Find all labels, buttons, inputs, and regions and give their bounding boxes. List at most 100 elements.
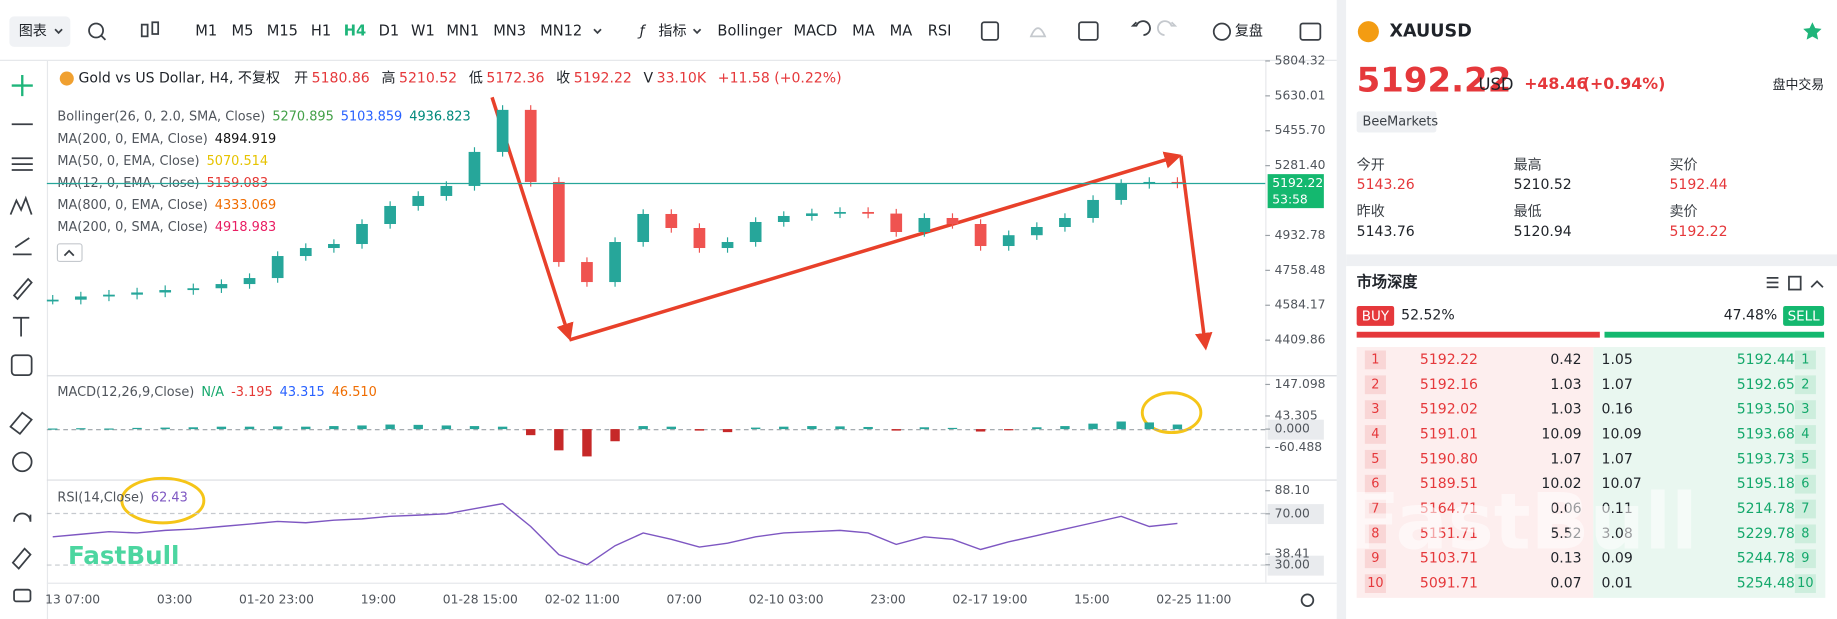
indicator-button[interactable]: RSI — [928, 23, 952, 40]
candle-body — [834, 211, 846, 214]
chart-menu[interactable]: 图表 — [19, 24, 47, 40]
timeframe[interactable]: D1 — [379, 23, 400, 40]
timeframe[interactable]: MN1 — [446, 23, 479, 40]
ask-level-box — [1794, 524, 1816, 544]
fullscreen-icon[interactable] — [1299, 22, 1322, 41]
ohlc-value: 33.10K — [657, 71, 707, 87]
ask-level-box — [1794, 350, 1816, 370]
panel-gap — [1336, 0, 1347, 619]
ask-volume: 10.07 — [1602, 476, 1642, 492]
fx-icon: ƒ — [637, 24, 647, 40]
section-gap — [1346, 254, 1837, 267]
bid-level: 4 — [1371, 427, 1379, 442]
candle-body — [609, 242, 621, 283]
timeframe[interactable]: H1 — [311, 23, 331, 40]
x-tick-label: 07:00 — [666, 593, 701, 607]
ohlc-value: 5192.22 — [574, 71, 632, 87]
macd-bar — [582, 429, 592, 457]
doc-icon[interactable] — [1788, 275, 1802, 291]
symbol-logo — [1357, 21, 1379, 43]
candle-body — [496, 109, 509, 152]
crosshair-tool[interactable] — [11, 75, 33, 97]
macd-bar — [469, 426, 480, 430]
replay-icon[interactable] — [1212, 22, 1232, 41]
last-price: 5192.22 — [1357, 61, 1512, 101]
ask-level-box — [1794, 549, 1816, 569]
indicator-button[interactable]: MA — [852, 23, 875, 40]
ask-price: 5195.18 — [1737, 476, 1795, 492]
bid-price: 5164.71 — [1420, 501, 1478, 517]
timeframe[interactable]: MN3 — [493, 23, 526, 40]
candle-type-icon[interactable] — [140, 21, 160, 38]
magnet-tool[interactable] — [13, 512, 32, 522]
candle-body — [271, 256, 284, 279]
ohlc-value: 5172.36 — [486, 71, 544, 87]
indicator-button[interactable]: Bollinger — [717, 23, 783, 40]
chart-menu-button[interactable] — [9, 16, 71, 47]
timeframe[interactable]: M15 — [267, 23, 298, 40]
watermark: FastBull — [68, 541, 180, 570]
template-icon[interactable] — [980, 21, 1000, 41]
indicators-menu[interactable]: 指标 — [658, 24, 686, 40]
brush-tool[interactable] — [12, 277, 33, 301]
macd-bar — [1088, 423, 1098, 430]
ask-price: 5193.73 — [1737, 451, 1795, 467]
more-timeframes[interactable] — [593, 28, 602, 35]
indicator-button[interactable]: MA — [890, 23, 913, 40]
macd-bar — [244, 426, 255, 430]
y-tick-label: 5804.32 — [1275, 53, 1326, 67]
favorite-star[interactable] — [1803, 22, 1822, 40]
stat-value: 5143.26 — [1357, 177, 1415, 193]
macd-bar — [975, 429, 986, 432]
settings-icon[interactable] — [1300, 593, 1315, 607]
ask-price: 5229.78 — [1737, 526, 1795, 542]
text-tool[interactable] — [12, 316, 30, 337]
candle-body — [1059, 217, 1071, 227]
fib-tool[interactable] — [11, 157, 33, 171]
ohlc-value: 5180.86 — [312, 71, 370, 87]
macd-bar — [357, 425, 367, 430]
x-tick-label: 15:00 — [1074, 593, 1109, 607]
bid-price: 5151.71 — [1420, 526, 1478, 542]
candle-body — [299, 248, 312, 257]
ask-level: 6 — [1801, 477, 1809, 492]
timeframe[interactable]: W1 — [411, 23, 435, 40]
last-price-tag-label: 5192.22 — [1272, 176, 1323, 190]
bid-volume: 10.02 — [1541, 476, 1581, 492]
collapse-depth[interactable] — [1810, 280, 1824, 288]
ask-price: 5192.65 — [1737, 377, 1795, 393]
calendar-icon[interactable] — [1078, 21, 1099, 41]
zoom-tool[interactable] — [12, 451, 33, 473]
search-icon[interactable] — [88, 22, 104, 39]
ruler-tool[interactable] — [9, 411, 33, 435]
redo-icon — [1157, 20, 1178, 37]
pattern-tool[interactable] — [9, 195, 33, 215]
drawing-tools — [9, 75, 33, 603]
timeframe[interactable]: MN12 — [540, 23, 582, 40]
undo-icon[interactable] — [1130, 20, 1151, 37]
timeframe[interactable]: M1 — [195, 23, 217, 40]
ask-level: 9 — [1801, 551, 1809, 566]
rsi-value: 62.43 — [151, 491, 188, 506]
trash-tool[interactable] — [13, 588, 32, 603]
emoji-tool[interactable] — [10, 354, 33, 377]
lock-tool[interactable] — [11, 547, 32, 570]
bid-volume: 0.13 — [1550, 551, 1581, 567]
ask-price: 5193.50 — [1737, 402, 1795, 418]
timeframe[interactable]: M5 — [232, 23, 254, 40]
y-tick-label: 70.00 — [1275, 506, 1310, 520]
list-icon[interactable] — [1766, 276, 1779, 289]
rsi-line — [52, 502, 1178, 566]
candle-body — [665, 213, 678, 228]
macd-bar — [160, 427, 170, 430]
forecast-tool[interactable] — [12, 237, 32, 256]
timeframe[interactable]: H4 — [344, 23, 366, 40]
ask-level: 4 — [1801, 427, 1809, 442]
candle-body — [637, 213, 650, 243]
replay[interactable]: 复盘 — [1235, 23, 1263, 40]
ask-volume: 3.08 — [1602, 526, 1633, 542]
ask-volume: 0.11 — [1602, 501, 1633, 517]
indicator-button[interactable]: MACD — [793, 23, 837, 40]
